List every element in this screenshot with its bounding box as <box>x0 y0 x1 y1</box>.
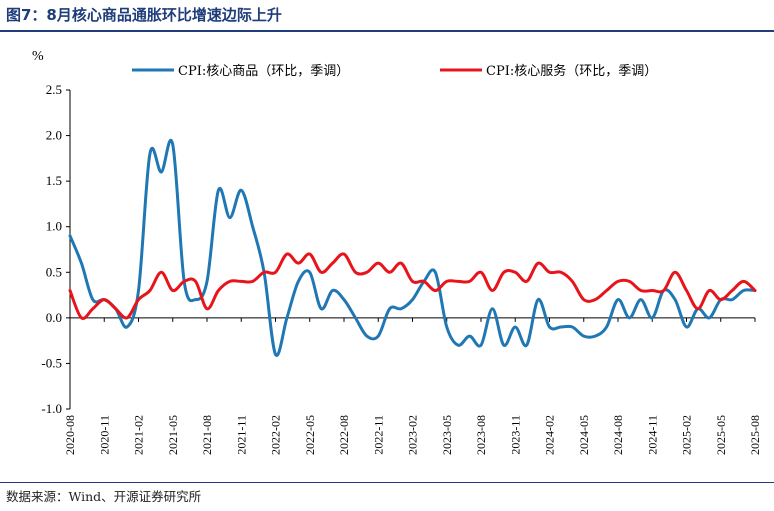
series-layer <box>68 139 757 357</box>
bottom-rule <box>0 482 774 483</box>
series-line-core-services <box>68 252 757 320</box>
x-tick-label: 2025-08 <box>748 415 762 455</box>
x-tick-label: 2021-02 <box>132 415 146 455</box>
x-tick-label: 2022-11 <box>371 415 385 455</box>
x-tick-label: 2023-05 <box>440 415 454 455</box>
y-tick-label: 0.5 <box>46 264 62 279</box>
y-tick-label: 0.0 <box>46 310 62 325</box>
x-tick-label: 2022-08 <box>337 415 351 455</box>
source-note: 数据来源：Wind、开源证券研究所 <box>6 489 202 504</box>
x-tick-label: 2022-02 <box>269 415 283 455</box>
x-tick-label: 2021-08 <box>200 415 214 455</box>
x-tick-label: 2024-08 <box>611 415 625 455</box>
legend: CPI:核心商品（环比，季调） CPI:核心服务（环比，季调） <box>132 63 657 79</box>
x-tick-label: 2020-08 <box>63 415 77 455</box>
x-tick-label: 2020-11 <box>97 415 111 455</box>
x-tick-label: 2021-05 <box>166 415 180 455</box>
line-chart: % CPI:核心商品（环比，季调） CPI:核心服务（环比，季调） 2.5 2.0 1… <box>32 49 762 455</box>
x-tick-label: 2022-05 <box>303 415 317 455</box>
x-tick-label: 2023-08 <box>474 415 488 455</box>
y-tick-label: -0.5 <box>41 355 62 370</box>
x-tick-label: 2024-02 <box>543 415 557 455</box>
x-tick-label: 2025-02 <box>680 415 694 455</box>
y-unit-label: % <box>32 49 44 64</box>
x-tick-label: 2023-11 <box>508 415 522 455</box>
x-tick-label: 2023-02 <box>406 415 420 455</box>
y-tick-label: 2.0 <box>46 128 62 143</box>
y-tick-label: 2.5 <box>46 82 62 97</box>
x-tick-label: 2025-05 <box>714 415 728 455</box>
y-tick-label: 1.5 <box>46 173 62 188</box>
figure-title: 图7：8月核心商品通胀环比增速边际上升 <box>6 6 282 24</box>
x-tick-label: 2024-05 <box>577 415 591 455</box>
x-tick-label: 2021-11 <box>234 415 248 455</box>
series-line-core-goods <box>68 139 757 357</box>
legend-label-core-services: CPI:核心服务（环比，季调） <box>486 63 657 79</box>
y-tick-label: -1.0 <box>41 401 62 416</box>
title-rule <box>0 30 774 32</box>
x-tick-label: 2024-11 <box>645 415 659 455</box>
y-tick-label: 1.0 <box>46 219 62 234</box>
legend-label-core-goods: CPI:核心商品（环比，季调） <box>178 64 349 79</box>
